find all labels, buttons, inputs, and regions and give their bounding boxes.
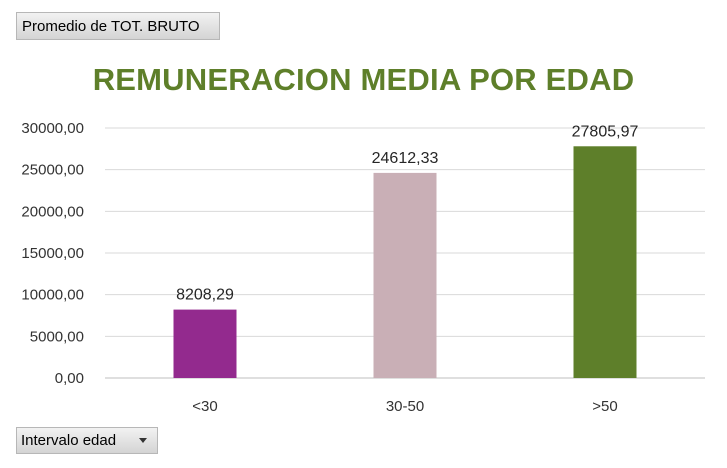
- value-field-button[interactable]: Promedio de TOT. BRUTO: [16, 12, 220, 40]
- dropdown-arrow-icon[interactable]: [139, 438, 147, 443]
- bars: [173, 146, 637, 378]
- y-tick-label: 25000,00: [21, 162, 84, 179]
- bar[interactable]: [173, 309, 237, 378]
- y-tick-label: 5000,00: [30, 328, 84, 345]
- data-label: 8208,29: [176, 287, 234, 304]
- x-category-label: <30: [192, 398, 217, 415]
- value-field-label: Promedio de TOT. BRUTO: [22, 17, 200, 35]
- x-category-label: >50: [592, 398, 617, 415]
- axis-field-button[interactable]: Intervalo edad: [16, 427, 158, 454]
- bar[interactable]: [573, 146, 637, 378]
- y-tick-label: 20000,00: [21, 203, 84, 220]
- y-tick-label: 0,00: [55, 370, 84, 387]
- y-tick-label: 10000,00: [21, 287, 84, 304]
- data-label: 27805,97: [572, 123, 639, 140]
- bar[interactable]: [373, 172, 437, 378]
- x-category-label: 30-50: [386, 398, 424, 415]
- y-axis-ticks: 0,00 5000,00 10000,00 15000,00 20000,00 25000…: [21, 120, 84, 387]
- y-tick-label: 15000,00: [21, 245, 84, 262]
- axis-field-label: Intervalo edad: [21, 432, 117, 449]
- x-axis-categories: <30 30-50 >50: [192, 398, 617, 415]
- chart-title: REMUNERACION MEDIA POR EDAD: [92, 62, 635, 97]
- data-label: 24612,33: [372, 150, 439, 167]
- data-labels: 8208,29 24612,33 27805,97: [176, 123, 638, 303]
- y-tick-label: 30000,00: [21, 120, 84, 137]
